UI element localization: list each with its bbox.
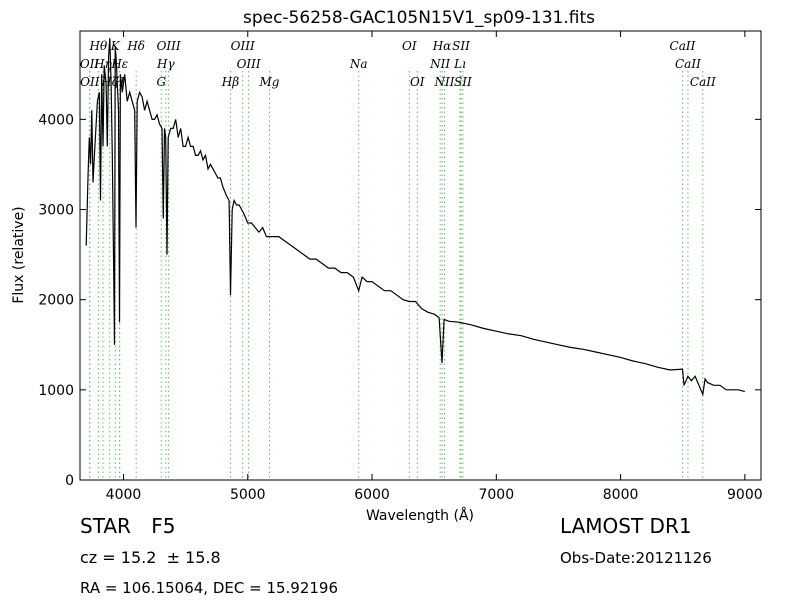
class-label: STAR F5 — [80, 514, 176, 538]
line-marker-label: Hγ — [156, 57, 175, 71]
x-tick-label: 5000 — [230, 487, 266, 503]
line-marker-label: Hε — [110, 57, 128, 71]
y-tick-label: 0 — [65, 473, 74, 489]
line-marker-label: OI — [402, 39, 417, 53]
line-marker-label: CaII — [690, 75, 716, 89]
x-tick-label: 8000 — [603, 487, 639, 503]
line-marker-label: G — [156, 75, 166, 89]
line-marker-label: Lı — [453, 57, 466, 71]
line-marker-label: NII — [429, 57, 450, 71]
line-marker-label: Hβ — [221, 75, 239, 89]
line-marker-label: CaII — [675, 57, 701, 71]
x-tick-label: 7000 — [478, 487, 514, 503]
subclass-name: F5 — [151, 514, 176, 538]
y-axis-label: Flux (relative) — [11, 206, 27, 303]
y-axis-ticks: 0 1000 2000 3000 4000 — [38, 112, 761, 489]
line-marker-label: Hθ — [89, 39, 108, 53]
line-marker-label: Mg — [259, 75, 280, 89]
line-marker-label: K — [110, 39, 121, 53]
line-marker-label: NII — [433, 75, 454, 89]
line-marker-label: Hδ — [126, 39, 145, 53]
line-marker-label: Na — [349, 57, 368, 71]
x-tick-label: 4000 — [106, 487, 142, 503]
x-axis-ticks: 4000 5000 6000 7000 8000 9000 — [106, 31, 763, 503]
line-marker-label: OIII — [231, 39, 255, 53]
line-marker-label: SII — [454, 75, 472, 89]
coords-label: RA = 106.15064, DEC = 15.92196 — [80, 579, 339, 597]
y-tick-label: 3000 — [38, 203, 74, 219]
line-marker-label: SII — [452, 39, 470, 53]
x-axis-label: Wavelength (Å) — [366, 507, 474, 524]
line-marker-label: OII — [80, 75, 100, 89]
line-marker-label: Hη — [93, 57, 112, 71]
redshift-label: cz = 15.2 ± 15.8 — [80, 548, 221, 567]
line-marker-label: CaII — [670, 39, 696, 53]
line-marker-label: OI — [410, 75, 425, 89]
line-marker-label: H — [113, 75, 125, 89]
line-marker-label: OIII — [237, 57, 261, 71]
line-marker-label: OII — [80, 57, 100, 71]
x-tick-label: 6000 — [354, 487, 390, 503]
line-marker-label: Hα — [432, 39, 452, 53]
x-tick-label: 9000 — [727, 487, 763, 503]
y-tick-label: 2000 — [38, 293, 74, 309]
plot-frame — [79, 30, 762, 481]
class-name: STAR — [80, 514, 131, 538]
obs-date-label: Obs-Date:20121126 — [560, 549, 712, 567]
y-tick-label: 1000 — [38, 383, 74, 399]
survey-label: LAMOST DR1 — [560, 514, 692, 538]
chart-title: spec-56258-GAC105N15V1_sp09-131.fits — [243, 8, 595, 28]
line-marker-label: OIII — [157, 39, 181, 53]
spectrum-line — [85, 38, 745, 397]
y-tick-label: 4000 — [38, 112, 74, 128]
